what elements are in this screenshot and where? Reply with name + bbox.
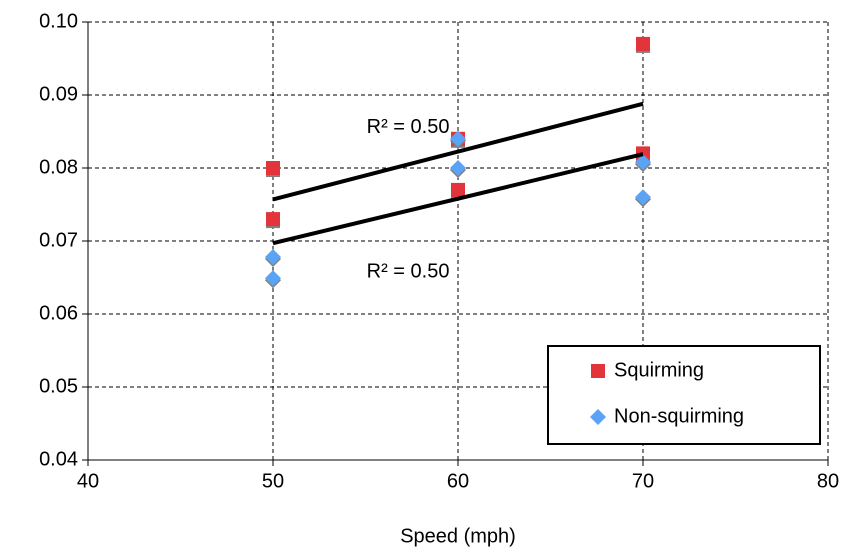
x-tick-label: 60: [447, 470, 469, 492]
y-tick-label: 0.05: [39, 375, 78, 397]
annotation: R² = 0.50: [367, 261, 450, 283]
marker: [635, 189, 651, 206]
x-tick-label: 40: [77, 470, 99, 492]
x-axis-label: Speed (mph): [400, 525, 516, 547]
trend-line: [272, 152, 644, 246]
marker: [450, 160, 466, 176]
legend-label: Non-squirming: [614, 405, 744, 427]
y-tick-label: 0.10: [39, 10, 78, 32]
marker: [451, 182, 465, 197]
x-tick-label: 50: [262, 470, 284, 492]
legend-marker: [591, 364, 605, 378]
y-tick-label: 0.07: [39, 229, 78, 251]
y-tick-label: 0.04: [39, 448, 78, 470]
y-tick-label: 0.09: [39, 83, 78, 105]
marker: [636, 36, 650, 51]
marker: [450, 130, 466, 147]
marker: [635, 154, 651, 171]
marker: [266, 161, 280, 175]
legend-marker: [590, 409, 606, 425]
y-tick-label: 0.06: [39, 302, 78, 324]
legend-box: [547, 345, 821, 445]
x-tick-label: 80: [817, 470, 839, 492]
annotation: R² = 0.50: [367, 116, 450, 138]
marker: [265, 249, 281, 266]
legend-label: Squirming: [614, 359, 704, 381]
trend-line: [272, 101, 644, 202]
y-tick-label: 0.08: [39, 156, 78, 178]
x-tick-label: 70: [632, 470, 654, 492]
marker: [266, 212, 280, 227]
marker: [265, 270, 281, 287]
